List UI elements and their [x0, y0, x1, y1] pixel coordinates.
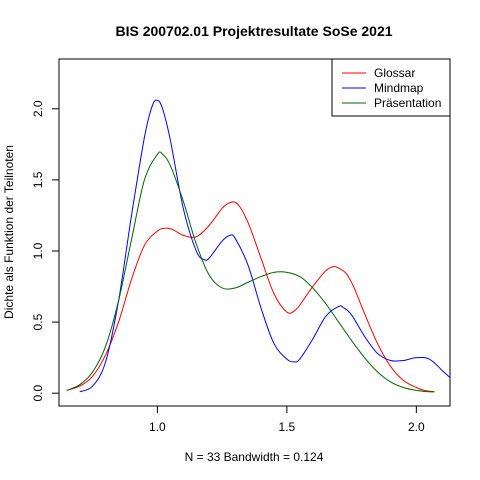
series-layer	[66, 99, 450, 393]
x-axis: 1.0 1.5 2.0	[149, 405, 425, 434]
x-axis-label: N = 33 Bandwidth = 0.124	[185, 450, 324, 464]
legend-label: Glossar	[374, 66, 415, 80]
y-tick-label: 1.0	[31, 242, 45, 259]
legend-label: Mindmap	[374, 81, 424, 95]
y-tick-label: 1.5	[31, 171, 45, 188]
y-axis-label: Dichte als Funktion der Teilnoten	[2, 145, 16, 319]
chart-title: BIS 200702.01 Projektresultate SoSe 2021	[115, 23, 392, 39]
series-line-pr-sentation	[66, 151, 435, 393]
x-tick-label: 2.0	[408, 420, 425, 434]
x-tick-label: 1.0	[149, 420, 166, 434]
legend-label: Präsentation	[374, 96, 441, 110]
y-axis: 0.0 0.5 1.0 1.5 2.0	[31, 100, 60, 402]
y-tick-label: 0.5	[31, 313, 45, 330]
series-line-glossar	[66, 201, 435, 393]
y-tick-label: 2.0	[31, 100, 45, 117]
x-tick-label: 1.5	[279, 420, 296, 434]
series-line-mindmap	[79, 99, 450, 393]
y-tick-label: 0.0	[31, 385, 45, 402]
